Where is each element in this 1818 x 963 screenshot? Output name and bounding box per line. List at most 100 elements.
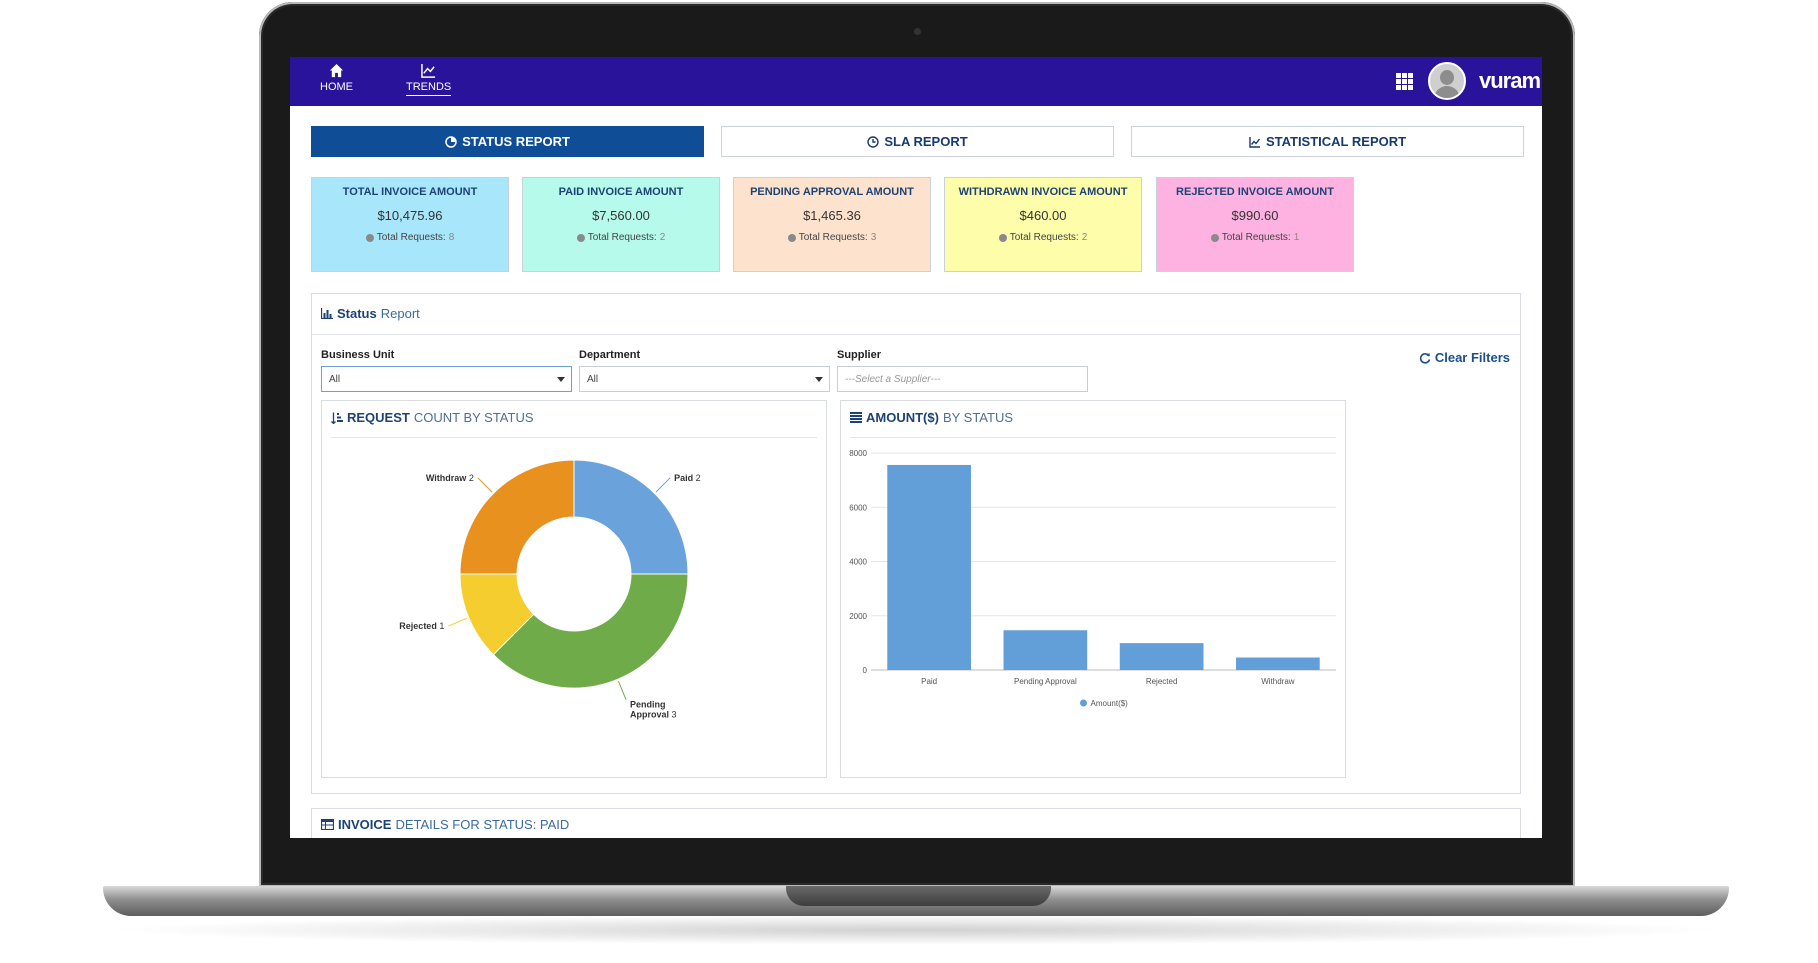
card-requests-label: Total Requests:: [798, 232, 868, 243]
x-tick-label: Withdraw: [1261, 677, 1295, 686]
department-value: All: [587, 374, 599, 385]
card-amount: $460.00: [1019, 208, 1067, 223]
clear-filters-label: Clear Filters: [1434, 350, 1510, 365]
tab-status-report[interactable]: STATUS REPORT: [311, 126, 704, 157]
invoice-details-title: INVOICE DETAILS FOR STATUS: PAID: [321, 817, 569, 832]
summary-card[interactable]: WITHDRAWN INVOICE AMOUNT $460.00 Total Req…: [944, 177, 1142, 272]
donut-chart: Paid 2 Pending Approval 3 Rejected 1 Withdra…: [399, 459, 701, 720]
circle-icon: [576, 233, 585, 242]
home-icon: [329, 63, 344, 78]
card-amount: $10,475.96: [377, 208, 443, 223]
bar-title-bold: AMOUNT($): [866, 410, 939, 425]
y-tick-label: 4000: [849, 558, 867, 567]
bar-withdraw[interactable]: [1236, 657, 1320, 670]
panel-title-rest: Report: [380, 306, 420, 321]
card-requests-count: 2: [1081, 232, 1088, 243]
tab-sla-report-label: SLA REPORT: [884, 134, 968, 149]
pie-icon: [445, 135, 457, 148]
card-requests-count: 2: [659, 232, 666, 243]
circle-icon: [787, 233, 796, 242]
x-tick-label: Pending Approval: [1014, 677, 1077, 686]
card-requests: Total Requests: 2: [945, 232, 1141, 243]
donut-label: Withdraw 2: [426, 473, 474, 483]
nav-home-label: HOME: [320, 81, 353, 93]
bar-chart-icon: [321, 308, 333, 319]
summary-card[interactable]: PENDING APPROVAL AMOUNT $1,465.36 Total Re…: [733, 177, 931, 272]
department-label: Department: [579, 349, 641, 361]
y-tick-label: 0: [863, 666, 868, 675]
panel-title-bold: Status: [337, 306, 377, 321]
table-icon: [321, 819, 334, 830]
laptop-base: [103, 886, 1729, 916]
donut-slice-withdraw[interactable]: [459, 459, 575, 575]
x-tick-label: Rejected: [1146, 677, 1178, 686]
top-nav-bar: HOME TRENDS vuram: [290, 57, 1542, 106]
department-select[interactable]: All: [579, 366, 830, 392]
card-title: PAID INVOICE AMOUNT: [558, 186, 684, 198]
card-requests: Total Requests: 3: [734, 232, 930, 243]
refresh-icon: [1419, 352, 1431, 364]
card-requests: Total Requests: 8: [312, 232, 508, 243]
request-count-chart: REQUEST COUNT BY STATUS Paid 2 Pending App…: [321, 400, 827, 778]
card-title: PENDING APPROVAL AMOUNT: [750, 186, 914, 198]
legend-marker: [1080, 699, 1087, 707]
label-leader-line: [617, 680, 627, 700]
card-requests-count: 8: [448, 232, 455, 243]
laptop-notch: [786, 886, 1051, 906]
supplier-select[interactable]: ---Select a Supplier---: [837, 366, 1088, 392]
donut-slice-paid[interactable]: [573, 459, 689, 575]
card-requests-count: 1: [1293, 232, 1300, 243]
donut-label: Rejected 1: [399, 621, 444, 631]
circle-icon: [1210, 233, 1219, 242]
donut-slice-pending-approval[interactable]: [492, 573, 689, 689]
supplier-placeholder: ---Select a Supplier---: [845, 374, 941, 385]
webcam: [914, 28, 921, 35]
bar-chart-title: AMOUNT($) BY STATUS: [850, 410, 1013, 425]
bar-chart: 0 2000 4000 6000 8000 Paid Pending Approval Rej…: [849, 449, 1336, 708]
user-avatar[interactable]: [1428, 62, 1466, 100]
list-icon: [850, 412, 862, 423]
nav-trends-label: TRENDS: [406, 81, 452, 96]
tab-statistical-report-label: STATISTICAL REPORT: [1265, 134, 1407, 149]
invoice-title-bold: INVOICE: [338, 817, 392, 832]
summary-card[interactable]: TOTAL INVOICE AMOUNT $10,475.96 Total Requ…: [311, 177, 509, 272]
nav-home[interactable]: HOME: [320, 63, 353, 93]
donut-label: Pending Approval 3: [630, 700, 677, 720]
donut-label: Paid 2: [674, 473, 701, 483]
tab-status-report-label: STATUS REPORT: [462, 134, 570, 149]
clock-icon: [867, 135, 880, 148]
business-unit-select[interactable]: All: [321, 366, 572, 392]
x-tick-label: Paid: [921, 677, 937, 686]
label-leader-line: [448, 617, 468, 627]
line-chart-icon: [1249, 136, 1260, 148]
label-leader-line: [655, 477, 671, 493]
invoice-title-rest: DETAILS FOR STATUS: PAID: [395, 817, 570, 832]
apps-grid-icon[interactable]: [1396, 73, 1413, 90]
circle-icon: [998, 233, 1007, 242]
label-leader-line: [477, 477, 493, 493]
panel-title: Status Report: [321, 306, 420, 321]
trend-icon: [421, 63, 436, 78]
nav-trends[interactable]: TRENDS: [406, 63, 452, 96]
caret-down-icon: [557, 377, 565, 382]
donut-chart-title: REQUEST COUNT BY STATUS: [331, 410, 534, 425]
caret-down-icon: [815, 377, 823, 382]
summary-card[interactable]: PAID INVOICE AMOUNT $7,560.00 Total Reques…: [522, 177, 720, 272]
donut-title-bold: REQUEST: [347, 410, 410, 425]
bar-rejected[interactable]: [1119, 643, 1204, 670]
y-tick-label: 8000: [849, 449, 867, 458]
divider: [850, 437, 1336, 438]
clear-filters-button[interactable]: Clear Filters: [1419, 350, 1510, 365]
legend-label[interactable]: Amount($): [1091, 699, 1129, 708]
card-amount: $990.60: [1231, 208, 1279, 223]
card-requests-count: 3: [870, 232, 877, 243]
bar-paid[interactable]: [887, 464, 971, 670]
amount-by-status-chart: AMOUNT($) BY STATUS 0 2000 4000 6000 8000 Pai…: [840, 400, 1346, 778]
card-requests: Total Requests: 2: [523, 232, 719, 243]
brand-logo: vuram: [1479, 68, 1541, 93]
bar-pending-approval[interactable]: [1003, 630, 1088, 670]
summary-card[interactable]: REJECTED INVOICE AMOUNT $990.60 Total Requ…: [1156, 177, 1354, 272]
tab-statistical-report[interactable]: STATISTICAL REPORT: [1131, 126, 1524, 157]
tab-sla-report[interactable]: SLA REPORT: [721, 126, 1114, 157]
